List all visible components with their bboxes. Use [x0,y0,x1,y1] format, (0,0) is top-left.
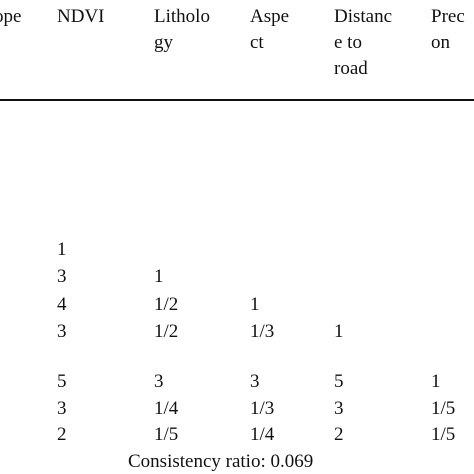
table-cell: 3 [57,398,67,419]
table-cell: 1/2 [154,294,179,315]
table-cell: 5 [0,399,1,418]
table-cell: 2 [57,424,67,445]
header-lithology-line-1: Litholo [154,6,210,27]
table-cell: 1/2 [154,321,179,342]
header-lithology-line-2: gy [154,32,173,53]
table-cell: 1 [57,239,67,260]
table-cell: 1/3 [250,321,275,342]
table-cell: 5 [57,371,67,392]
table-cell: 2 [0,295,1,314]
table-cell: 1/3 [250,398,275,419]
table-cell: 1 [431,371,441,392]
table-cell: 3 [250,371,260,392]
header-slope-line-1: ope [0,6,22,27]
table-cell: 2 [334,424,344,445]
table-cell: 4 [57,294,67,315]
table-cell: 3 [57,266,67,287]
header-aspect-line-2: ct [250,32,264,53]
table-cell: 3 [334,398,344,419]
table-cell: 1/4 [250,424,275,445]
table-cell: 5 [0,322,1,341]
header-rule [0,99,474,101]
header-distance-line-2: e to [334,32,362,53]
table-cell: 5 [334,371,344,392]
header-aspect-line-1: Aspe [250,6,290,27]
table-cell: 1 [250,294,260,315]
table-cell: 1/5 [431,398,456,419]
table-cell: 1/5 [154,424,179,445]
table-cell: 3 [57,321,67,342]
table-cell: 1/4 [154,398,179,419]
table-cell: 3 [154,371,164,392]
header-precipitation-line-1: Prec [431,6,465,27]
table-cell: 1/5 [431,424,456,445]
table-cell: 5 [0,425,1,444]
header-distance-line-1: Distanc [334,6,393,27]
header-distance-line-3: road [334,58,368,79]
header-precipitation-line-2: on [431,32,450,53]
consistency-ratio: Consistency ratio: 0.069 [128,451,314,472]
header-ndvi: NDVI [57,6,105,27]
table-cell: 1 [334,321,344,342]
table-cell: 5 [0,240,1,259]
table-cell: 1 [154,266,164,287]
